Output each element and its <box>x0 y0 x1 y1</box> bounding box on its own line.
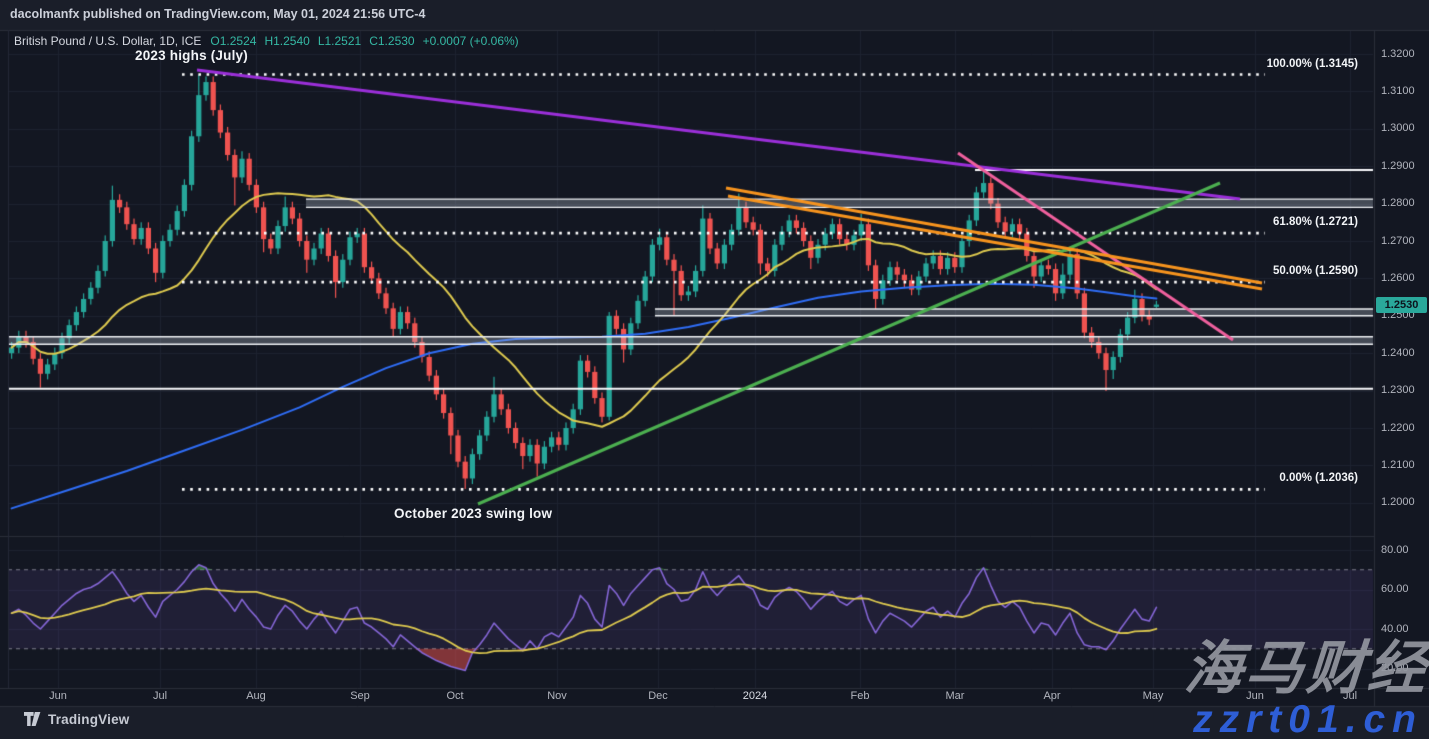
price-tick: 1.2800 <box>1381 197 1415 210</box>
rsi-tick: 20.00 <box>1381 662 1409 674</box>
time-label: Jun <box>49 690 67 702</box>
time-label: Jun <box>1246 690 1264 702</box>
watermark-url: zzrt01.cn <box>1193 698 1423 739</box>
time-label: Aug <box>246 690 266 702</box>
ohlc-values: O1.2524 H1.2540 L1.2521 C1.2530 +0.0007 (+0.… <box>210 34 526 48</box>
price-tick: 1.3100 <box>1381 84 1415 97</box>
tradingview-logo-icon[interactable] <box>24 712 41 727</box>
fib-label: 0.00% (1.2036) <box>1279 472 1358 485</box>
annotation-2023-highs: 2023 highs (July) <box>135 48 248 63</box>
watermark-cjk: 海马财经 <box>1182 636 1429 701</box>
tradingview-brand[interactable]: TradingView <box>48 712 130 727</box>
price-tick: 1.3000 <box>1381 122 1415 135</box>
ohlc-H: H1.2540 <box>264 34 310 48</box>
price-tick: 1.2400 <box>1381 346 1415 359</box>
price-tick: 1.3200 <box>1381 47 1415 60</box>
time-label: 2024 <box>742 690 768 702</box>
time-label: Feb <box>850 690 870 702</box>
time-label: Sep <box>350 690 370 702</box>
ohlc-O: O1.2524 <box>210 34 257 48</box>
publish-line: dacolmanfx published on TradingView.com,… <box>10 7 426 21</box>
price-tick: 1.2900 <box>1381 159 1415 172</box>
time-label: Nov <box>547 690 567 702</box>
time-label: May <box>1142 690 1164 702</box>
fib-label: 100.00% (1.3145) <box>1266 57 1358 70</box>
price-tick: 1.2600 <box>1381 271 1415 284</box>
rsi-tick: 40.00 <box>1381 622 1409 635</box>
price-tick: 1.2700 <box>1381 234 1415 247</box>
time-label: Apr <box>1043 690 1061 702</box>
time-label: Jul <box>1342 690 1358 702</box>
rsi-tick: 60.00 <box>1381 583 1409 595</box>
fib-label: 61.80% (1.2721) <box>1272 216 1358 229</box>
time-label: Mar <box>945 690 965 702</box>
last-price-badge: 1.2530 <box>1376 296 1427 313</box>
annotation-october-low: October 2023 swing low <box>394 506 553 521</box>
time-label: Dec <box>648 690 668 702</box>
change-value: +0.0007 (+0.06%) <box>422 34 519 48</box>
price-tick: 1.2100 <box>1381 458 1415 471</box>
price-tick: 1.2200 <box>1381 421 1415 434</box>
symbol-title[interactable]: British Pound / U.S. Dollar, 1D, ICE <box>14 34 202 48</box>
fib-label: 50.00% (1.2590) <box>1272 265 1358 278</box>
time-label: Jul <box>152 690 168 702</box>
time-label: Oct <box>446 690 464 702</box>
price-tick: 1.2300 <box>1381 384 1415 397</box>
rsi-tick: 80.00 <box>1381 543 1409 556</box>
price-tick: 1.2000 <box>1381 496 1415 509</box>
symbol-legend: British Pound / U.S. Dollar, 1D, ICE O1.2… <box>14 34 527 48</box>
ohlc-C: C1.2530 <box>369 34 415 48</box>
footer-bar: TradingView <box>24 712 129 727</box>
ohlc-L: L1.2521 <box>317 34 362 48</box>
publish-bar: dacolmanfx published on TradingView.com,… <box>10 7 425 21</box>
